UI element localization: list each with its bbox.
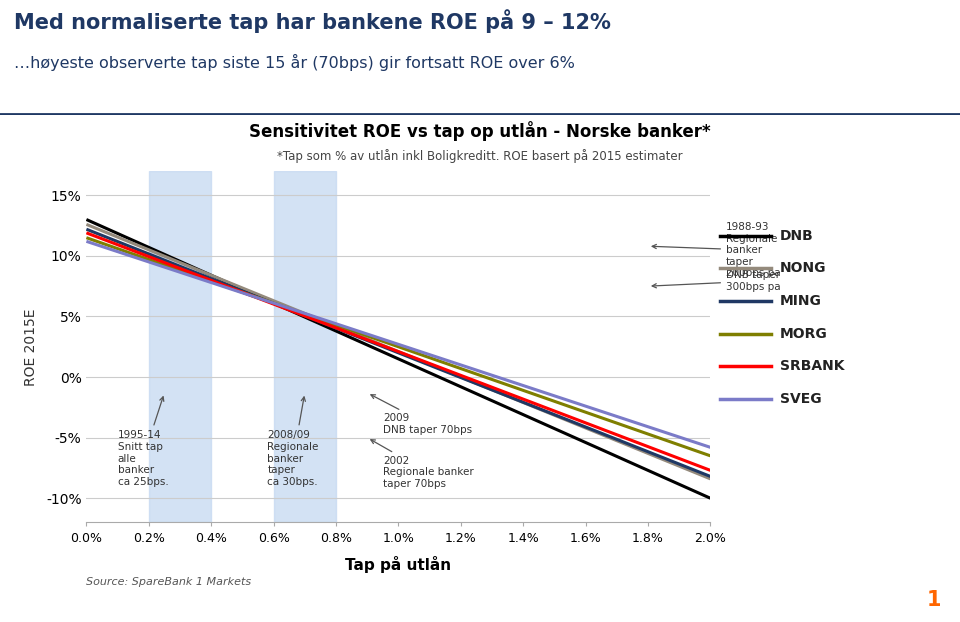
SVEG	[81, 238, 92, 245]
Text: MORG: MORG	[780, 327, 828, 341]
MORG	[517, 387, 529, 394]
MING	[143, 250, 155, 258]
Line: SVEG: SVEG	[86, 241, 710, 447]
Line: DNB: DNB	[86, 220, 710, 498]
Text: 1: 1	[926, 590, 941, 610]
MORG	[81, 234, 92, 241]
NONG	[705, 475, 716, 483]
Text: NONG: NONG	[780, 261, 827, 276]
Text: 2009
DNB taper 70bps: 2009 DNB taper 70bps	[371, 395, 472, 435]
SVEG	[393, 341, 404, 348]
MORG	[268, 299, 279, 307]
MORG	[393, 343, 404, 351]
SVEG	[268, 299, 279, 307]
SVEG	[455, 361, 467, 369]
SRBANK	[642, 443, 654, 450]
MORG	[642, 430, 654, 438]
Bar	[149, 171, 211, 522]
NONG	[580, 424, 591, 432]
SRBANK	[143, 253, 155, 261]
MING	[81, 226, 92, 233]
Text: DNB: DNB	[780, 229, 814, 243]
DNB	[205, 272, 217, 279]
MING	[705, 473, 716, 480]
Text: 2008/09
Regionale
banker
taper
ca 30bps.: 2008/09 Regionale banker taper ca 30bps.	[267, 397, 319, 487]
DNB	[393, 355, 404, 363]
DNB	[580, 439, 591, 446]
Line: NONG: NONG	[86, 225, 710, 479]
SVEG	[517, 382, 529, 389]
SRBANK	[580, 419, 591, 427]
MING	[393, 349, 404, 356]
DNB	[455, 383, 467, 391]
SRBANK	[455, 371, 467, 379]
NONG	[330, 322, 342, 330]
Text: Med normaliserte tap har bankene ROE på 9 – 12%: Med normaliserte tap har bankene ROE på …	[14, 9, 612, 33]
Text: SVEG: SVEG	[780, 392, 822, 406]
NONG	[393, 348, 404, 355]
MORG	[455, 365, 467, 373]
Y-axis label: ROE 2015E: ROE 2015E	[24, 308, 37, 386]
MING	[517, 399, 529, 406]
NONG	[205, 272, 217, 279]
MING	[455, 374, 467, 381]
Text: 1988-93
Regionale
banker
taper
200bps pa: 1988-93 Regionale banker taper 200bps pa	[652, 222, 780, 279]
Text: …høyeste observerte tap siste 15 år (70bps) gir fortsatt ROE over 6%: …høyeste observerte tap siste 15 år (70b…	[14, 53, 575, 71]
Line: MORG: MORG	[86, 238, 710, 456]
MING	[330, 324, 342, 332]
Text: Source: SpareBank 1 Markets: Source: SpareBank 1 Markets	[86, 577, 252, 587]
SVEG	[705, 443, 716, 451]
SRBANK	[268, 300, 279, 308]
MING	[205, 275, 217, 282]
Text: 2002
Regionale banker
taper 70bps: 2002 Regionale banker taper 70bps	[371, 440, 473, 489]
MING	[580, 423, 591, 430]
Text: DNB taper
300bps pa: DNB taper 300bps pa	[652, 271, 780, 292]
X-axis label: Tap på utlån: Tap på utlån	[346, 555, 451, 573]
SRBANK	[205, 277, 217, 284]
MORG	[330, 321, 342, 328]
MORG	[205, 277, 217, 285]
SRBANK	[393, 348, 404, 355]
SRBANK	[330, 324, 342, 332]
Line: SRBANK: SRBANK	[86, 233, 710, 470]
NONG	[642, 450, 654, 457]
MORG	[143, 256, 155, 263]
DNB	[268, 299, 279, 307]
NONG	[455, 373, 467, 381]
Text: MING: MING	[780, 294, 822, 308]
DNB	[642, 466, 654, 474]
SVEG	[330, 320, 342, 327]
MING	[268, 300, 279, 307]
NONG	[81, 221, 92, 228]
MING	[642, 448, 654, 455]
NONG	[517, 399, 529, 406]
SRBANK	[517, 396, 529, 403]
Text: *Tap som % av utlån inkl Boligkreditt. ROE basert på 2015 estimater: *Tap som % av utlån inkl Boligkreditt. R…	[277, 149, 683, 163]
DNB	[517, 411, 529, 419]
NONG	[268, 297, 279, 304]
Line: MING: MING	[86, 230, 710, 476]
Text: SpareBank: SpareBank	[840, 593, 924, 607]
DNB	[81, 216, 92, 223]
Text: 12/01/2015: 12/01/2015	[710, 593, 798, 608]
DNB	[330, 327, 342, 335]
Text: 5: 5	[14, 592, 27, 609]
MORG	[580, 409, 591, 416]
Bar	[274, 171, 336, 522]
SRBANK	[81, 229, 92, 236]
MORG	[705, 452, 716, 460]
SVEG	[205, 279, 217, 286]
DNB	[143, 244, 155, 251]
Text: Sensitivitet ROE vs tap op utlån - Norske banker*: Sensitivitet ROE vs tap op utlån - Norsk…	[250, 121, 710, 141]
Text: 1995-14
Snitt tap
alle
banker
ca 25bps.: 1995-14 Snitt tap alle banker ca 25bps.	[117, 397, 168, 487]
DNB	[705, 494, 716, 502]
SRBANK	[705, 466, 716, 474]
Text: SRBANK: SRBANK	[780, 360, 845, 373]
SVEG	[143, 258, 155, 266]
NONG	[143, 246, 155, 254]
SVEG	[580, 402, 591, 410]
SVEG	[642, 423, 654, 430]
